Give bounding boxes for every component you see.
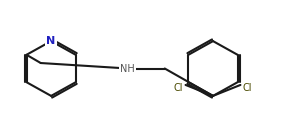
Text: N: N	[47, 36, 56, 46]
Text: Cl: Cl	[174, 83, 183, 93]
Text: Cl: Cl	[243, 83, 252, 93]
Text: NH: NH	[120, 64, 135, 73]
